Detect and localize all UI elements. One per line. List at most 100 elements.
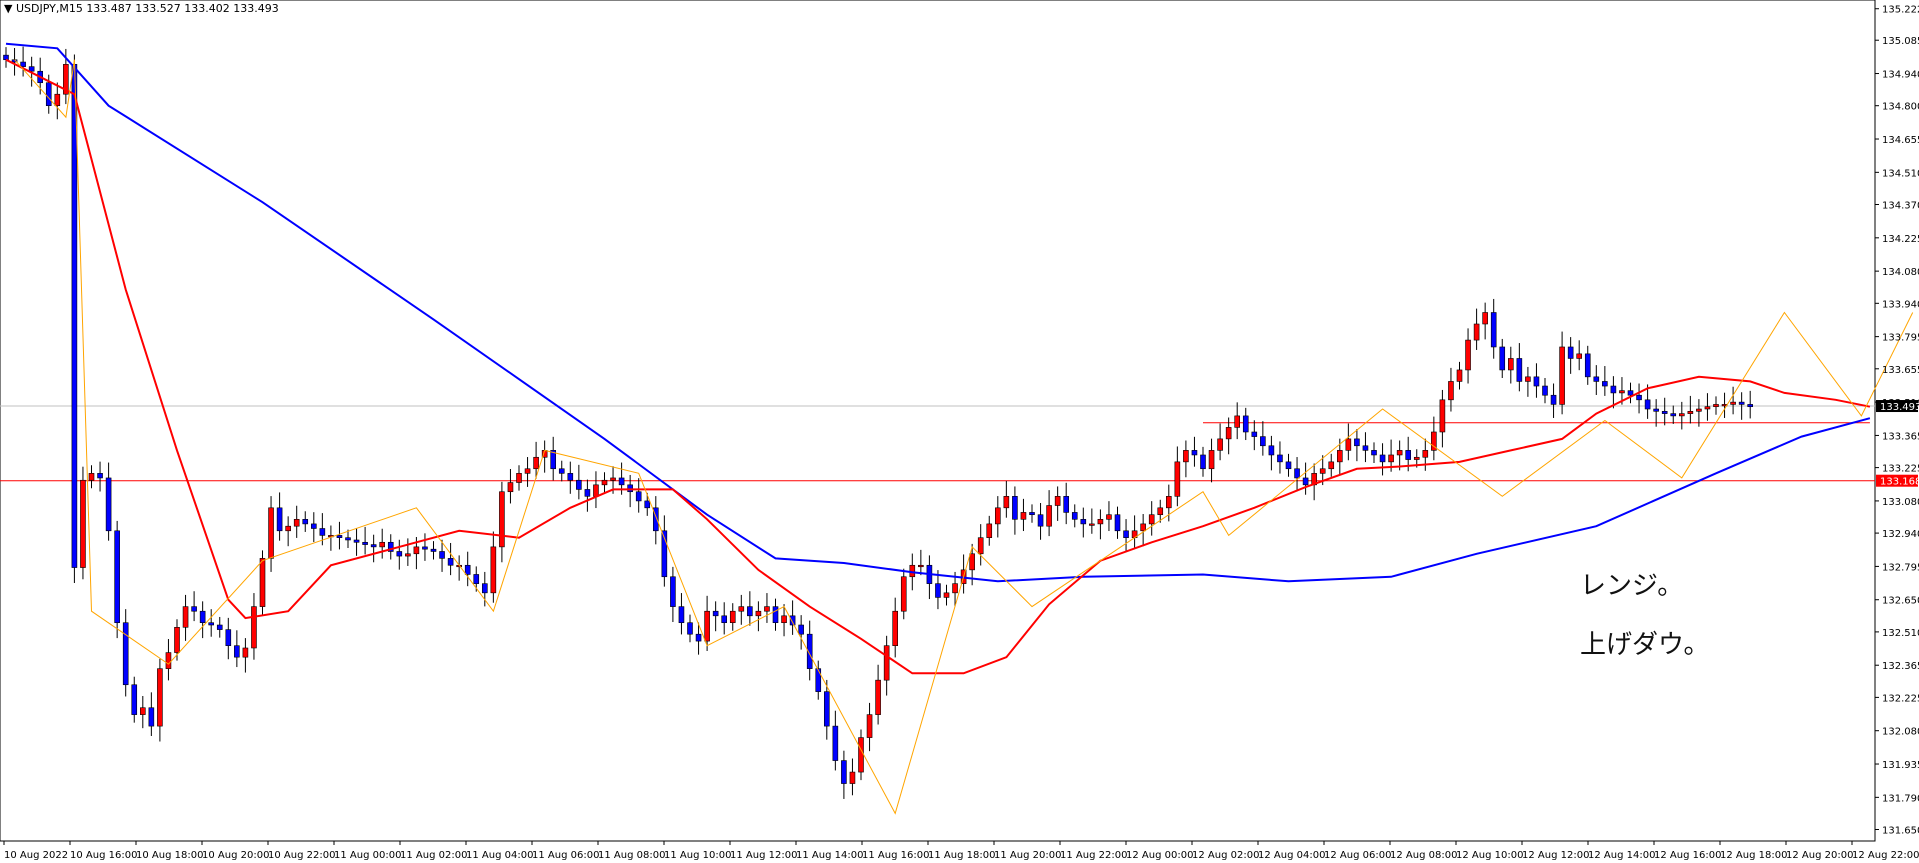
memo-range: レンジ。 [1580,571,1684,601]
candle-body [516,473,522,483]
current-price-tag-bg [1876,400,1918,413]
candle [1277,441,1283,474]
candle [781,604,787,637]
candle [1089,508,1095,534]
y-tick-label: 132.650 [1882,596,1919,607]
candle [1696,399,1702,427]
candle-body [481,583,488,594]
candle-body [1003,496,1010,509]
candle-body [105,477,112,532]
candle [1482,302,1488,340]
candle-body [1542,385,1548,396]
candle [1602,366,1608,396]
candle-body [63,64,69,95]
candle [806,620,813,681]
candle [601,472,608,493]
candle [1071,504,1078,528]
candle [447,542,454,576]
candle-body [1191,450,1198,456]
candle-body [1559,346,1565,405]
candle [353,528,360,556]
candle [712,601,719,632]
candle-body [1439,399,1446,433]
candle [729,603,736,631]
candle-body [687,622,693,635]
candle [1439,389,1446,448]
candle-body [1037,514,1044,527]
candle [764,593,770,623]
candle-body [943,592,950,598]
candle [80,466,86,580]
candle [1610,376,1617,409]
x-tick-label: 12 Aug 08:00 [1390,850,1457,861]
candle-body [362,541,368,545]
candle-body [1345,438,1352,451]
candle [268,496,274,572]
x-tick-label: 12 Aug 22:00 [1852,850,1919,861]
candle-body [1371,450,1377,456]
candle [1396,440,1403,471]
candle-body [1251,431,1258,437]
candle-body [593,484,599,497]
candle [1225,417,1232,455]
candle-body [610,477,616,481]
dropdown-triangle-icon[interactable]: ▼ [4,2,13,15]
candle [1012,486,1018,535]
candle [216,616,223,638]
candle-body [832,725,839,761]
candle [379,528,386,559]
candle-body [558,468,565,474]
x-tick-label: 10 Aug 2022 [4,850,68,861]
candle-body [1029,512,1035,516]
candle-body [781,615,787,624]
candle-body [1071,512,1078,520]
x-tick-label: 10 Aug 16:00 [70,850,137,861]
candle [405,538,411,566]
candle-body [234,645,240,658]
candle-body [952,583,958,594]
candle-body [1148,514,1155,525]
candle [935,570,941,610]
y-tick-label: 134.800 [1882,102,1919,113]
candle [1003,480,1010,518]
candle-body [1114,514,1121,532]
candle-body [1413,456,1420,460]
candle-body [875,679,881,715]
candle-body [1730,401,1736,405]
candle [1285,453,1292,477]
candle-body [114,530,120,624]
candle-body [1687,411,1694,414]
candle [1114,506,1121,539]
candle [430,541,437,560]
candle [1508,346,1514,384]
candle [276,492,283,541]
candle [1653,399,1659,427]
candle [823,679,830,740]
y-tick-label: 131.650 [1882,826,1919,837]
candle [661,515,668,587]
x-tick-label: 11 Aug 04:00 [466,850,533,861]
candle [422,533,428,561]
candle-body [148,707,155,727]
candle [550,436,557,481]
candle [1516,343,1523,392]
level-price-tag-bg [1876,474,1918,487]
candle-body [969,553,975,571]
candle [148,692,155,736]
candle [396,539,403,570]
candle [1550,383,1557,418]
candle-body [704,610,710,642]
candle [1260,421,1266,456]
x-tick-label: 12 Aug 04:00 [1258,850,1325,861]
candle [507,468,514,504]
candle [866,702,873,752]
candle-body [1422,450,1429,458]
y-tick-label: 131.935 [1882,760,1919,771]
candle-body [841,760,847,784]
candle-body [1490,312,1497,348]
candle-body [1260,436,1266,447]
candle-body [635,491,642,502]
candle [670,566,676,623]
